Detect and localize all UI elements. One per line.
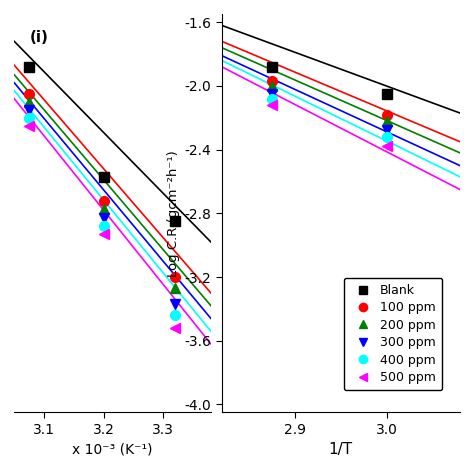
X-axis label: x 10⁻³ (K⁻¹): x 10⁻³ (K⁻¹)	[73, 442, 153, 456]
X-axis label: 1/T: 1/T	[328, 442, 353, 457]
Y-axis label: Log C.R (gcm⁻²h⁻¹): Log C.R (gcm⁻²h⁻¹)	[167, 150, 180, 277]
Legend: Blank, 100 ppm, 200 ppm, 300 ppm, 400 ppm, 500 ppm: Blank, 100 ppm, 200 ppm, 300 ppm, 400 pp…	[344, 278, 442, 390]
Text: (i): (i)	[30, 30, 49, 45]
